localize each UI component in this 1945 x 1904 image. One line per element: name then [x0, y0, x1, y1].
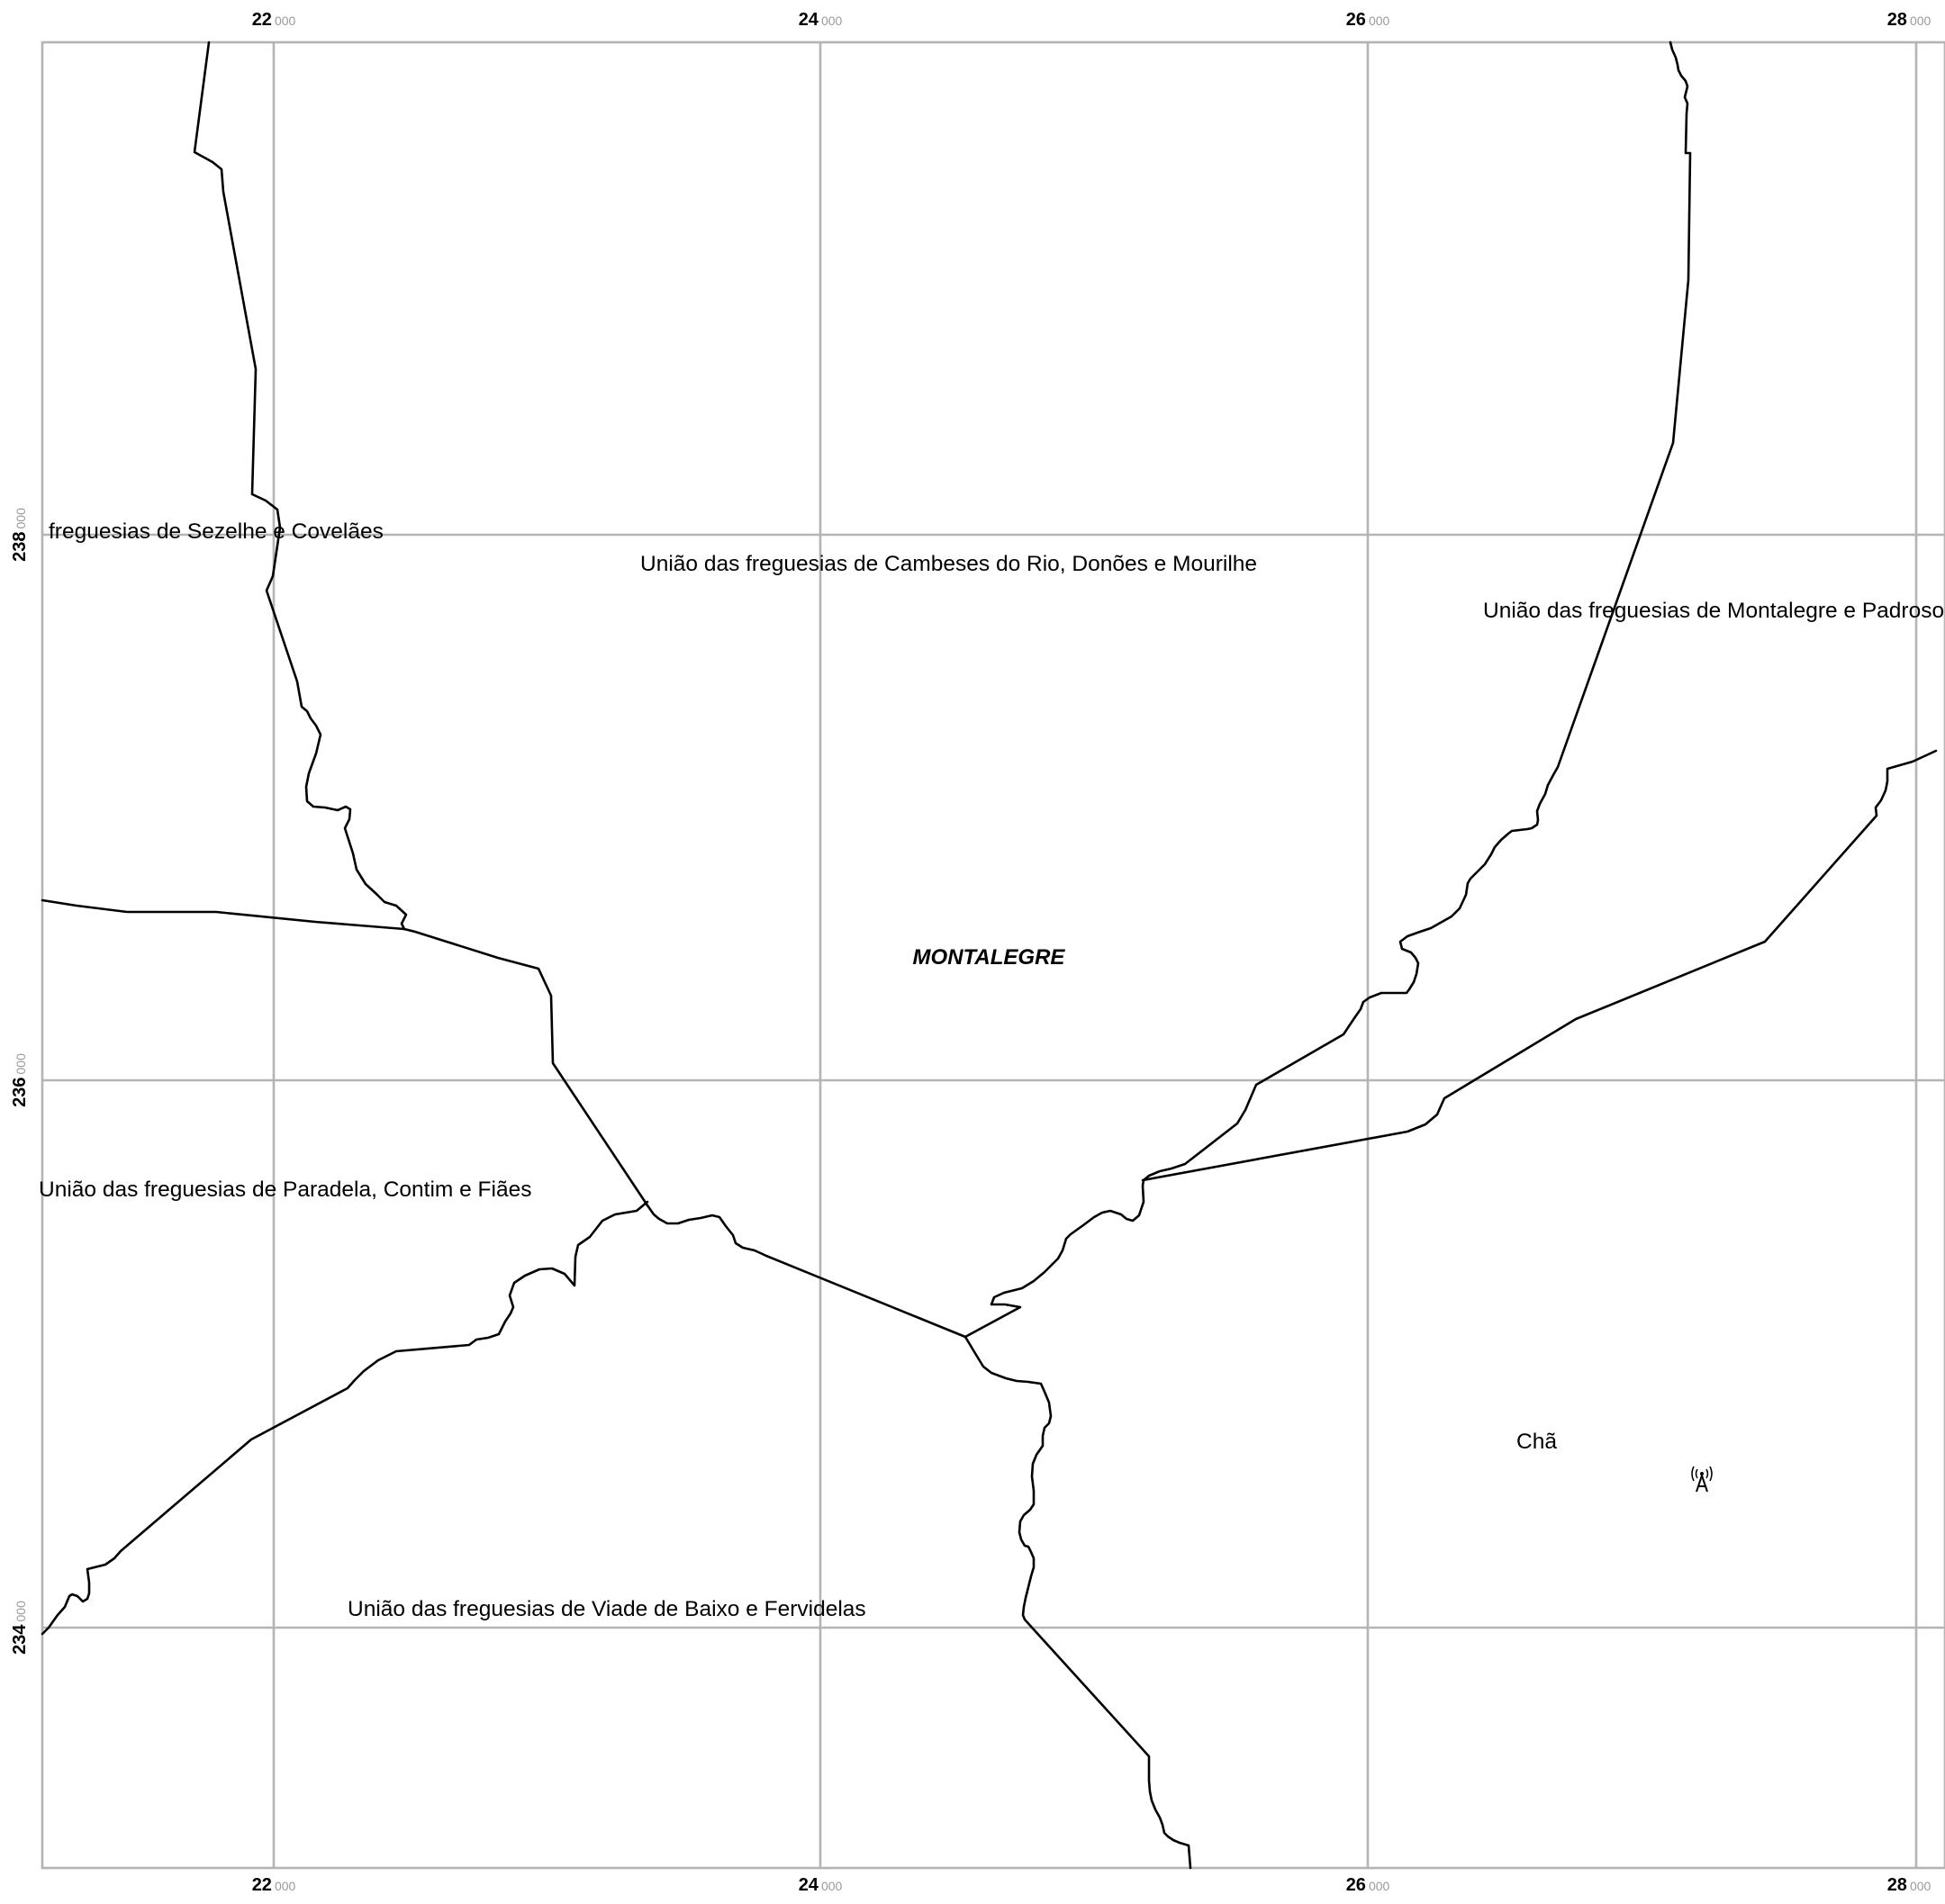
x-tick-top-22000: 22 000 — [252, 10, 296, 30]
x-tick-top-24000: 24 000 — [799, 10, 843, 30]
coords-left: 238000 236000 234000 — [10, 508, 30, 1655]
map-frame — [41, 41, 1945, 1870]
coords-bottom: 22 000 24 000 26 000 28 000 — [252, 1875, 1931, 1895]
coords-top: 22 000 24 000 26 000 28 000 — [252, 10, 1931, 30]
boundary-viade-cha — [963, 1335, 1192, 1870]
parish-boundaries — [41, 41, 1938, 1870]
y-tick-236000: 236000 — [10, 1053, 30, 1107]
radio-tower-icon — [1691, 1466, 1713, 1493]
boundary-paradela-north — [41, 898, 649, 1207]
x-tick-bottom-22000: 22 000 — [252, 1875, 296, 1895]
boundary-paradela-viade — [41, 1200, 649, 1636]
x-tick-bottom-28000: 28 000 — [1887, 1875, 1931, 1895]
boundary-montalegre-cha — [1141, 749, 1938, 1182]
label-cambeses-donoes-mourilhe: União das freguesias de Cambeses do Rio,… — [640, 552, 1257, 576]
x-tick-top-28000: 28 000 — [1887, 10, 1931, 30]
boundary-cambeses-montalegre — [963, 41, 1692, 1339]
parish-labels: freguesias de Sezelhe e Covelães União d… — [39, 519, 1944, 1621]
x-tick-bottom-24000: 24 000 — [799, 1875, 843, 1895]
y-tick-234000: 234000 — [10, 1601, 30, 1655]
label-montalegre-padroso: União das freguesias de Montalegre e Pad… — [1483, 599, 1944, 623]
label-cha: Chã — [1516, 1430, 1557, 1454]
x-tick-bottom-26000: 26 000 — [1346, 1875, 1390, 1895]
label-paradela-contim-fiaes: União das freguesias de Paradela, Contim… — [39, 1178, 531, 1202]
x-tick-top-26000: 26 000 — [1346, 10, 1390, 30]
boundary-sezelhe-cambeses — [193, 41, 408, 931]
label-montalegre-town: MONTALEGRE — [913, 945, 1066, 970]
grid — [41, 41, 1945, 1870]
label-viade-fervidelas: União das freguesias de Viade de Baixo e… — [348, 1597, 866, 1621]
boundary-cambeses-viade — [646, 1204, 967, 1339]
y-tick-238000: 238000 — [10, 508, 30, 562]
label-sezelhe-covelaes: freguesias de Sezelhe e Covelães — [49, 519, 384, 544]
